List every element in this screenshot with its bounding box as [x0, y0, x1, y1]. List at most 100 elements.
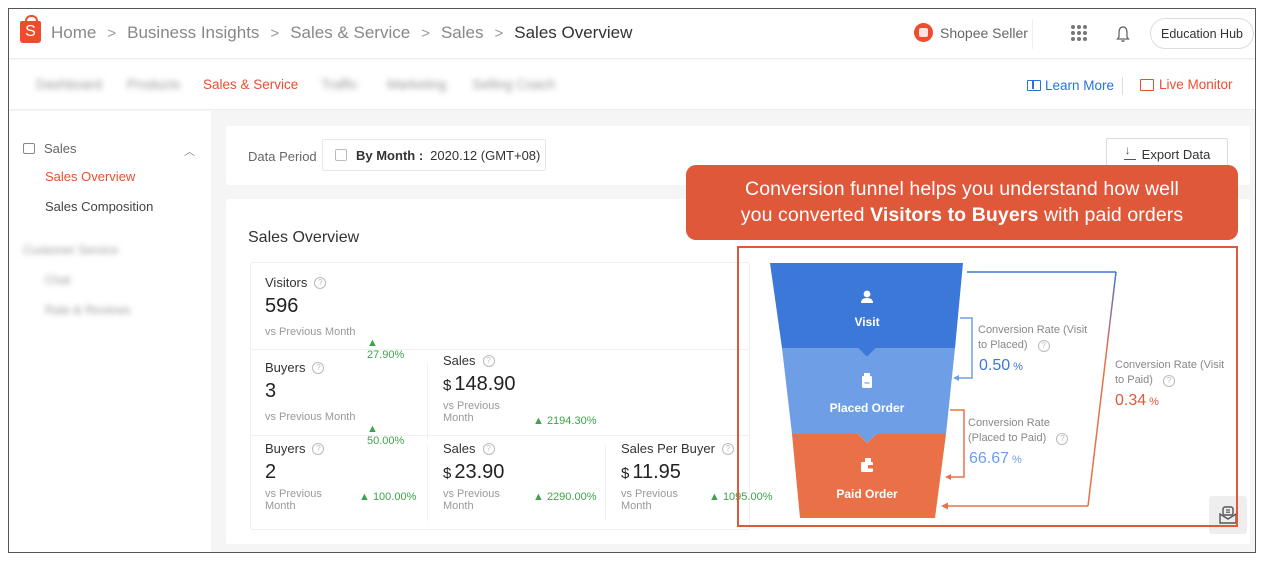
metric-label: Buyers	[265, 441, 306, 456]
help-icon[interactable]: ?	[312, 361, 325, 374]
period-value: 2020.12 (GMT+08)	[430, 147, 541, 163]
user-icon	[860, 288, 874, 304]
sidebar-group-sales[interactable]: Sales	[23, 141, 77, 156]
wallet-icon	[860, 458, 874, 474]
metric-delta: ▲ 27.90%	[367, 337, 405, 361]
callout-line-1: Conversion funnel helps you understand h…	[745, 178, 1179, 200]
apps-grid-icon[interactable]	[1071, 25, 1087, 41]
col-divider	[427, 363, 428, 439]
sidebar-item-sales-composition[interactable]: Sales Composition	[45, 199, 154, 214]
help-icon[interactable]: ?	[482, 354, 495, 367]
callout-line-2: you converted Visitors to Buyers with pa…	[740, 204, 1184, 226]
metric-buyers-paid: Buyers? 2 vs Previous Month ▲ 100.00%	[265, 441, 416, 512]
metric-value: 2	[265, 461, 277, 483]
breadcrumb-sales-service[interactable]: Sales & Service	[290, 23, 411, 42]
help-icon[interactable]: ?	[1037, 340, 1050, 352]
sidebar-item-reviews[interactable]: Rate & Reviews	[45, 303, 131, 317]
sidebar: Sales ︿ Sales Overview Sales Composition…	[9, 111, 211, 552]
metric-compare: vs Previous Month	[443, 400, 500, 424]
cr-visit-to-placed-label: Conversion Rate (Visit to Placed) ?	[978, 324, 1088, 352]
row-divider	[251, 349, 749, 350]
cr-visit-to-placed-value: 0.50%	[979, 357, 1023, 374]
sidebar-item-chat[interactable]: Chat	[45, 273, 71, 287]
row-divider	[251, 435, 749, 436]
metric-compare: vs Previous Month	[265, 488, 322, 512]
live-monitor-link[interactable]: Live Monitor	[1140, 77, 1233, 92]
tab-sales-service[interactable]: Sales & Service	[203, 77, 299, 92]
clipboard-icon	[860, 372, 874, 388]
metric-label: Visitors	[265, 275, 308, 290]
funnel-label-visit: Visit	[854, 315, 880, 329]
metric-delta: ▲ 50.00%	[367, 423, 405, 447]
tab-selling-coach[interactable]: Selling Coach	[472, 77, 556, 92]
breadcrumb-sales[interactable]: Sales	[440, 23, 484, 42]
chevron-up-icon[interactable]: ︿	[184, 146, 195, 158]
metric-delta: ▲ 1095.00%	[709, 491, 773, 503]
tab-marketing[interactable]: Marketing	[387, 77, 447, 92]
help-icon[interactable]: ?	[1162, 375, 1175, 387]
breadcrumb-current: Sales Overview	[514, 23, 633, 42]
trend-chart-icon	[1140, 78, 1154, 91]
col-divider	[605, 445, 606, 521]
divider	[1122, 77, 1123, 95]
annotation-callout: Conversion funnel helps you understand h…	[686, 165, 1238, 240]
help-icon[interactable]: ?	[721, 442, 734, 455]
funnel-label-placed-order: Placed Order	[829, 401, 905, 415]
metric-value: $11.95	[621, 461, 681, 483]
brand-label: Shopee Seller	[940, 24, 1028, 41]
tab-traffic[interactable]: Traffic	[321, 77, 358, 92]
metric-delta: ▲ 2194.30%	[533, 415, 597, 427]
help-icon[interactable]: ?	[314, 276, 327, 289]
feedback-button[interactable]	[1209, 496, 1247, 534]
metric-sales-placed: Sales? $148.90 vs Previous Month ▲ 2194.3…	[443, 353, 597, 427]
book-icon	[1027, 80, 1041, 91]
metric-value: 596	[265, 295, 299, 317]
annotation-highlight-box	[737, 246, 1238, 527]
shopee-logo-icon[interactable]: S	[20, 15, 41, 43]
sidebar-group-label: Sales	[44, 141, 77, 156]
learn-more-label: Learn More	[1045, 78, 1115, 93]
period-mode: By Month :	[356, 147, 424, 163]
sidebar-group-customer-service[interactable]: Customer Service	[23, 243, 119, 257]
breadcrumb-home[interactable]: Home	[51, 23, 97, 42]
breadcrumb-business-insights[interactable]: Business Insights	[127, 23, 260, 42]
metric-value: 3	[265, 380, 277, 402]
download-icon	[1123, 143, 1136, 160]
section-title: Sales Overview	[248, 229, 360, 246]
cr-visit-to-paid-value: 0.34%	[1115, 392, 1159, 409]
metric-label: Sales Per Buyer	[621, 441, 715, 456]
tab-products[interactable]: Products	[127, 77, 181, 92]
cr-visit-to-paid-label: Conversion Rate (Visit to Paid) ?	[1115, 359, 1225, 387]
metric-compare: vs Previous Month	[265, 326, 356, 338]
breadcrumb-separator: >	[270, 24, 280, 42]
breadcrumb-separator: >	[107, 24, 117, 42]
wallet-icon	[23, 143, 35, 154]
notification-bell-icon[interactable]	[1115, 25, 1131, 43]
metric-delta: ▲ 2290.00%	[533, 491, 597, 503]
help-icon[interactable]: ?	[482, 442, 495, 455]
metric-buyers-placed: Buyers? 3 vs Previous Month ▲ 50.00%	[265, 360, 404, 447]
data-period-label: Data Period	[248, 149, 317, 164]
metric-compare: vs Previous Month	[621, 488, 678, 512]
breadcrumb-separator: >	[421, 24, 430, 42]
metric-label: Sales	[443, 353, 476, 368]
help-icon[interactable]: ?	[312, 442, 325, 455]
learn-more-link[interactable]: Learn More	[1027, 78, 1114, 93]
export-data-button[interactable]: Export Data	[1106, 138, 1228, 170]
col-divider	[427, 445, 428, 521]
help-icon[interactable]: ?	[1056, 433, 1069, 445]
breadcrumb-separator: >	[494, 24, 504, 42]
shopee-seller-brand[interactable]: Shopee Seller	[914, 23, 1028, 42]
metric-compare: vs Previous Month	[443, 488, 500, 512]
metrics-grid: Visitors? 596 vs Previous Month ▲ 27.90%…	[250, 262, 773, 530]
period-picker[interactable]: By Month : 2020.12 (GMT+08)	[322, 139, 546, 171]
breadcrumb: Home > Business Insights > Sales & Servi…	[51, 23, 632, 43]
metric-sales-per-buyer: Sales Per Buyer? $11.95 vs Previous Month…	[621, 441, 773, 512]
cr-placed-to-paid-label: Conversion Rate (Placed to Paid) ?	[968, 416, 1069, 446]
live-monitor-label: Live Monitor	[1159, 77, 1233, 92]
sidebar-item-sales-overview[interactable]: Sales Overview	[45, 169, 136, 184]
tab-dashboard[interactable]: Dashboard	[36, 77, 103, 92]
shopee-seller-logo-icon	[914, 23, 933, 42]
metric-compare: vs Previous Month	[265, 411, 356, 423]
education-hub-button[interactable]: Education Hub	[1150, 18, 1254, 49]
